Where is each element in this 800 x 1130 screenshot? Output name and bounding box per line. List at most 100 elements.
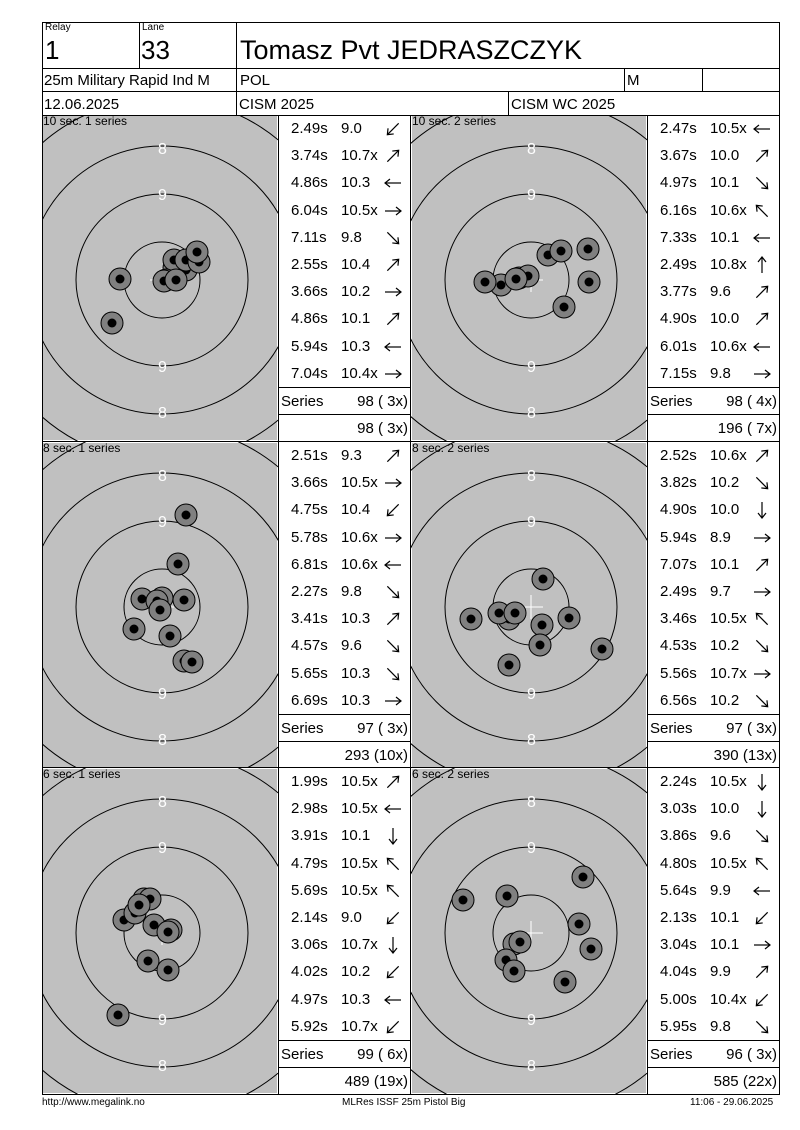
- running-total-row: 293 (10x): [279, 741, 411, 769]
- direction-arrow-icon: [386, 775, 400, 789]
- series-total-label: Series: [650, 720, 693, 737]
- ring-number: 9: [527, 187, 536, 204]
- shot-time: 2.13s: [660, 909, 697, 926]
- shot-score: 9.7: [710, 583, 731, 600]
- shot-row: 6.69s 10.3: [279, 687, 412, 714]
- direction-arrow-icon: [386, 122, 400, 136]
- direction-arrow-icon: [753, 124, 770, 134]
- shot-time: 4.04s: [660, 963, 697, 981]
- shot-time: 6.04s: [291, 201, 328, 219]
- shot-score: 10.2: [341, 963, 371, 981]
- running-total-row: 585 (22x): [648, 1067, 780, 1095]
- shot-row: 2.98s 10.5x: [279, 795, 412, 822]
- shot-score: 10.7x: [341, 147, 378, 165]
- target-ring: [75, 520, 249, 694]
- shot-score: 10.4x: [710, 990, 747, 1008]
- shot-score: 10.6x: [710, 201, 747, 219]
- shot-time: 2.49s: [660, 256, 697, 273]
- shot-row: 2.47s 10.5x: [648, 115, 781, 142]
- direction-arrow-icon: [388, 828, 398, 846]
- shot-time: 4.97s: [660, 174, 697, 192]
- running-total-row: 196 ( 7x): [648, 414, 780, 442]
- header-divider: [139, 22, 140, 68]
- shot-score: 10.5x: [710, 610, 747, 628]
- shot-score: 9.8: [341, 228, 362, 246]
- row-divider: [42, 441, 780, 442]
- target-svg: 8 9 9 8: [42, 115, 278, 441]
- direction-arrow-icon: [388, 937, 398, 955]
- shot-time: 3.91s: [291, 827, 328, 845]
- shot-row: 5.94s 10.3: [279, 333, 412, 360]
- series-total: 99 ( 6x): [357, 1046, 408, 1063]
- shot-time: 7.15s: [660, 364, 697, 382]
- shot-time: 4.57s: [291, 637, 328, 655]
- shot-row: 5.95s 9.8: [648, 1013, 781, 1040]
- result-card: [42, 22, 780, 1095]
- shot-row: 6.01s 10.6x: [648, 333, 781, 360]
- target-ring: [75, 193, 249, 367]
- shot-row: 3.66s 10.2: [279, 278, 412, 305]
- shot-row: 3.86s 9.6: [648, 822, 781, 849]
- running-total: 585 (22x): [713, 1073, 777, 1090]
- shot-score: 9.6: [710, 283, 731, 301]
- shot-time: 4.86s: [291, 310, 328, 328]
- direction-arrow-icon: [755, 993, 769, 1006]
- shot-hole-center: [584, 277, 594, 287]
- shot-row: 1.99s 10.5x: [279, 768, 412, 795]
- shot-hole-center: [171, 275, 181, 285]
- direction-arrow-icon: [755, 477, 769, 490]
- shot-row: 3.91s 10.1: [279, 822, 412, 849]
- shot-time: 4.90s: [660, 501, 697, 519]
- ring-number: 9: [158, 840, 167, 857]
- shot-score: 10.4: [341, 256, 371, 273]
- shot-score: 10.0: [710, 147, 740, 165]
- shot-time: 7.33s: [660, 228, 697, 246]
- shot-time: 6.01s: [660, 337, 697, 355]
- shot-row: 4.79s 10.5x: [279, 850, 412, 877]
- shot-row: 4.75s 10.4: [279, 496, 412, 523]
- direction-arrow-icon: [757, 774, 767, 791]
- direction-arrow-icon: [386, 612, 400, 626]
- series-total: 97 ( 3x): [726, 720, 777, 737]
- series-total-label: Series: [281, 1046, 324, 1063]
- direction-arrow-icon: [753, 233, 770, 243]
- shot-score: 9.3: [341, 447, 362, 464]
- shot-score: 10.5x: [341, 773, 378, 790]
- direction-arrow-icon: [757, 502, 767, 520]
- shot-list: 2.47s 10.5x 3.67s 10.0 4.97s 10.1 6.16s 10.6x 7.…: [647, 115, 780, 441]
- series-total-label: Series: [650, 393, 693, 410]
- event-name: 25m Military Rapid Ind M: [44, 72, 210, 89]
- direction-arrow-icon: [755, 857, 769, 870]
- shot-row: 3.67s 10.0: [648, 142, 781, 169]
- shot-hole-center: [143, 956, 153, 966]
- direction-arrow-icon: [385, 696, 402, 706]
- shot-score: 10.1: [710, 174, 740, 192]
- shot-time: 3.74s: [291, 147, 328, 165]
- shot-time: 2.27s: [291, 583, 328, 600]
- header-divider: [702, 68, 703, 91]
- shot-time: 4.02s: [291, 963, 328, 981]
- shot-score: 10.5x: [341, 854, 378, 872]
- target-ring: [75, 846, 249, 1020]
- direction-arrow-icon: [755, 640, 769, 653]
- direction-arrow-icon: [386, 857, 400, 870]
- relay-value: 1: [45, 35, 60, 65]
- shot-score: 10.5x: [341, 474, 378, 492]
- direction-arrow-icon: [754, 369, 771, 379]
- target-svg: 8 9 9 8: [42, 768, 278, 1094]
- direction-arrow-icon: [386, 667, 400, 680]
- target-ring: [411, 145, 647, 415]
- shot-score: 10.5x: [341, 800, 378, 818]
- column-divider: [410, 115, 411, 1095]
- shot-row: 5.92s 10.7x: [279, 1013, 412, 1040]
- ring-number: 9: [527, 1012, 536, 1029]
- header-divider: [42, 115, 780, 116]
- shot-hole-center: [129, 624, 139, 634]
- shot-row: 2.14s 9.0: [279, 904, 412, 931]
- shot-hole-center: [107, 318, 117, 328]
- target-ring: [42, 472, 278, 742]
- shot-hole-center: [538, 574, 548, 584]
- series-block: 8 9 9 8 10 sec. 2 series 2.47s 10.5x 3.67s 10.0 4…: [411, 114, 780, 441]
- running-total: 196 ( 7x): [717, 420, 777, 437]
